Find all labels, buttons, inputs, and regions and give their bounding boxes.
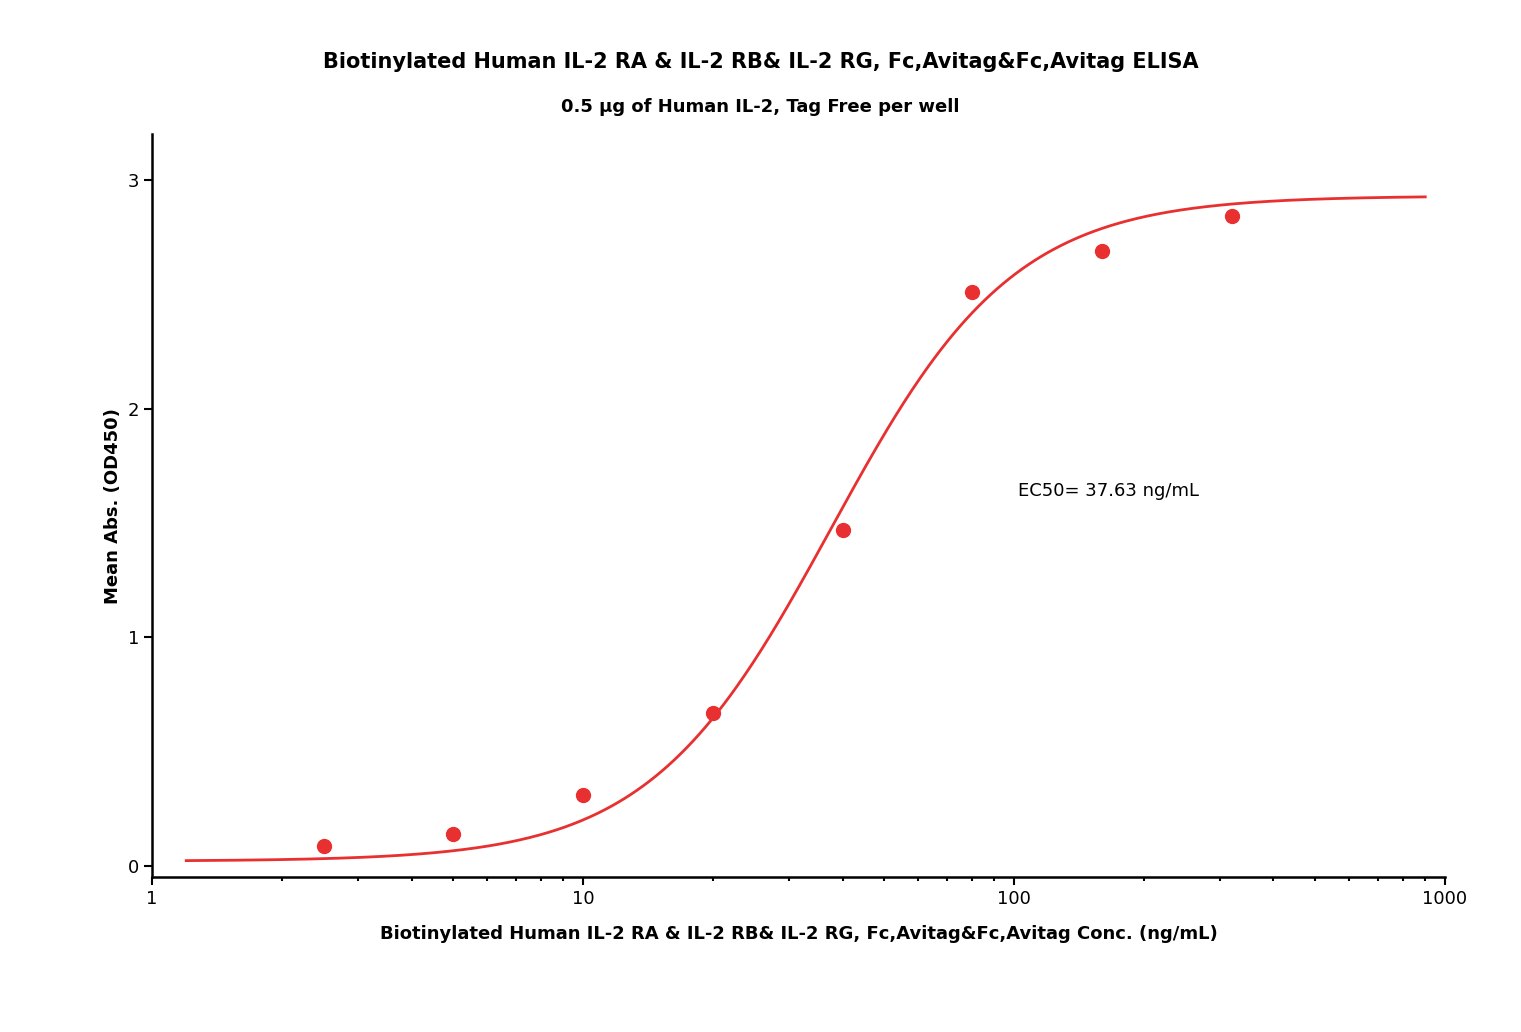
Point <box>701 704 726 720</box>
Y-axis label: Mean Abs. (OD450): Mean Abs. (OD450) <box>103 408 122 604</box>
Point <box>441 826 465 842</box>
Text: Biotinylated Human IL-2 RA & IL-2 RB& IL-2 RG, Fc,Avitag&Fc,Avitag ELISA: Biotinylated Human IL-2 RA & IL-2 RB& IL… <box>322 52 1199 71</box>
Text: 0.5 μg of Human IL-2, Tag Free per well: 0.5 μg of Human IL-2, Tag Free per well <box>561 98 960 116</box>
Point <box>830 521 855 538</box>
Text: EC50= 37.63 ng/mL: EC50= 37.63 ng/mL <box>1019 482 1200 499</box>
X-axis label: Biotinylated Human IL-2 RA & IL-2 RB& IL-2 RG, Fc,Avitag&Fc,Avitag Conc. (ng/mL): Biotinylated Human IL-2 RA & IL-2 RB& IL… <box>380 925 1217 943</box>
Point <box>1220 208 1244 225</box>
Point <box>960 284 984 300</box>
Point <box>1091 243 1115 259</box>
Point <box>312 838 336 854</box>
Point <box>570 786 595 803</box>
